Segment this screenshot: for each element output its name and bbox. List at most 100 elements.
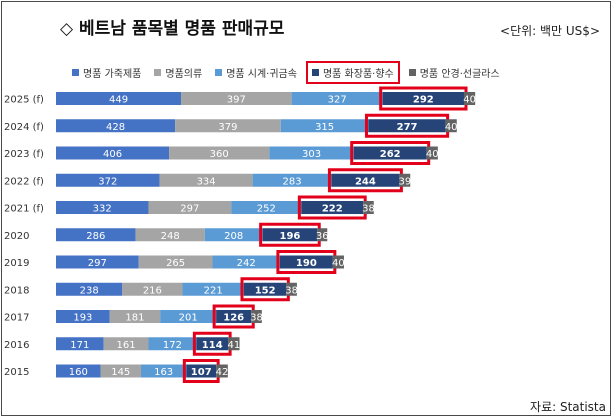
- bar-segment: [196, 337, 229, 351]
- bar-segment: [228, 337, 240, 351]
- bar-segment: [186, 364, 217, 378]
- data-label: 303: [302, 149, 321, 160]
- bar-segment: [135, 228, 205, 242]
- bar-segment: [251, 310, 262, 323]
- legend-label: 명품의류: [165, 68, 203, 80]
- legend-swatch: [408, 68, 416, 76]
- bar-segment: [216, 364, 228, 378]
- legend-item: 명품 시계·귀금속: [213, 63, 299, 82]
- category-label: 2023 (f): [4, 149, 44, 160]
- bar-segment: [286, 282, 297, 296]
- data-label: 238: [80, 285, 99, 296]
- bar-segment: [382, 92, 465, 105]
- legend-label: 명품 화장품·향수: [322, 68, 394, 80]
- category-label: 2017: [4, 313, 29, 324]
- category-label: 2025 (f): [4, 95, 44, 106]
- data-label: 297: [180, 204, 199, 215]
- bar-segment: [262, 228, 318, 242]
- bar-segment: [212, 255, 280, 269]
- bar-segment: [317, 228, 328, 242]
- category-label: 2018: [4, 285, 29, 296]
- data-label: 152: [255, 285, 276, 296]
- bar-segment: [160, 310, 217, 323]
- category-label: 2020: [4, 231, 29, 242]
- bar-segment: [56, 201, 149, 214]
- legend-item: 명품 안경·선글라스: [407, 63, 502, 82]
- data-label: 428: [106, 122, 125, 133]
- legend-item: 명품 화장품·향수: [305, 60, 400, 84]
- data-label: 208: [224, 231, 243, 242]
- legend-swatch: [215, 68, 223, 76]
- data-label: 190: [296, 258, 317, 269]
- data-label: 244: [355, 176, 376, 187]
- chart-title: ◇ 베트남 품목별 명품 판매규모: [60, 19, 285, 39]
- data-label: 277: [397, 122, 418, 133]
- data-label: 248: [161, 231, 180, 242]
- legend-item: 명품 가죽제품: [70, 63, 143, 82]
- data-label: 38: [250, 313, 263, 324]
- bar-segment: [399, 173, 411, 187]
- legend-label: 명품 시계·귀금속: [226, 68, 297, 80]
- bar-segment: [182, 282, 244, 296]
- bar-segment: [56, 282, 123, 296]
- data-label: 372: [98, 176, 117, 187]
- data-label: 36: [316, 231, 329, 242]
- data-label: 126: [223, 313, 244, 324]
- bar-segment: [301, 201, 364, 214]
- data-label: 327: [328, 95, 347, 106]
- category-label: 2015: [4, 367, 29, 378]
- data-label: 39: [398, 176, 411, 187]
- data-label: 172: [163, 340, 182, 351]
- bar-segment: [100, 364, 141, 378]
- data-label: 221: [204, 285, 223, 296]
- bar-segment: [140, 364, 187, 378]
- bar-segment: [426, 146, 438, 160]
- bar-segment: [159, 173, 253, 187]
- bar-segment: [56, 364, 101, 378]
- bar-segment: [363, 201, 374, 214]
- bar-segment: [216, 310, 252, 323]
- data-label: 406: [103, 149, 122, 160]
- legend-swatch: [311, 68, 319, 76]
- source-note: 자료: Statista: [530, 400, 606, 414]
- data-label: 216: [143, 285, 162, 296]
- data-label: 283: [282, 176, 301, 187]
- bar-segment: [332, 255, 344, 269]
- bar-segment: [353, 146, 427, 160]
- category-label: 2021 (f): [4, 204, 44, 215]
- legend-label: 명품 안경·선글라스: [419, 68, 500, 80]
- category-label: 2022 (f): [4, 176, 44, 187]
- data-label: 161: [116, 340, 135, 351]
- bar-segment: [56, 228, 136, 242]
- bar-segment: [181, 92, 292, 105]
- bar-segment: [148, 201, 232, 214]
- bar-segment: [331, 173, 400, 187]
- data-label: 292: [413, 95, 434, 106]
- category-label: 2019: [4, 258, 29, 269]
- bar-segment: [56, 173, 160, 187]
- bar-segment: [56, 337, 104, 351]
- data-label: 40: [426, 149, 439, 160]
- bar-segment: [122, 282, 183, 296]
- data-label: 201: [179, 313, 198, 324]
- bar-segment: [445, 119, 457, 133]
- bar-segment: [169, 146, 270, 160]
- legend-swatch: [72, 68, 79, 76]
- unit-label: <단위: 백만 US$>: [500, 24, 600, 38]
- data-label: 40: [332, 258, 345, 269]
- legend-item: 명품의류: [152, 63, 204, 82]
- bar-segment: [56, 146, 170, 160]
- bar-segment: [103, 337, 149, 351]
- bar-segment: [56, 255, 139, 269]
- data-label: 160: [69, 367, 88, 378]
- data-label: 171: [70, 340, 89, 351]
- data-label: 41: [227, 340, 240, 351]
- data-label: 286: [86, 231, 105, 242]
- data-label: 397: [227, 95, 246, 106]
- legend-swatch: [154, 68, 162, 76]
- data-label: 242: [237, 258, 256, 269]
- data-label: 297: [88, 258, 107, 269]
- bar-segment: [231, 201, 302, 214]
- data-label: 40: [445, 122, 458, 133]
